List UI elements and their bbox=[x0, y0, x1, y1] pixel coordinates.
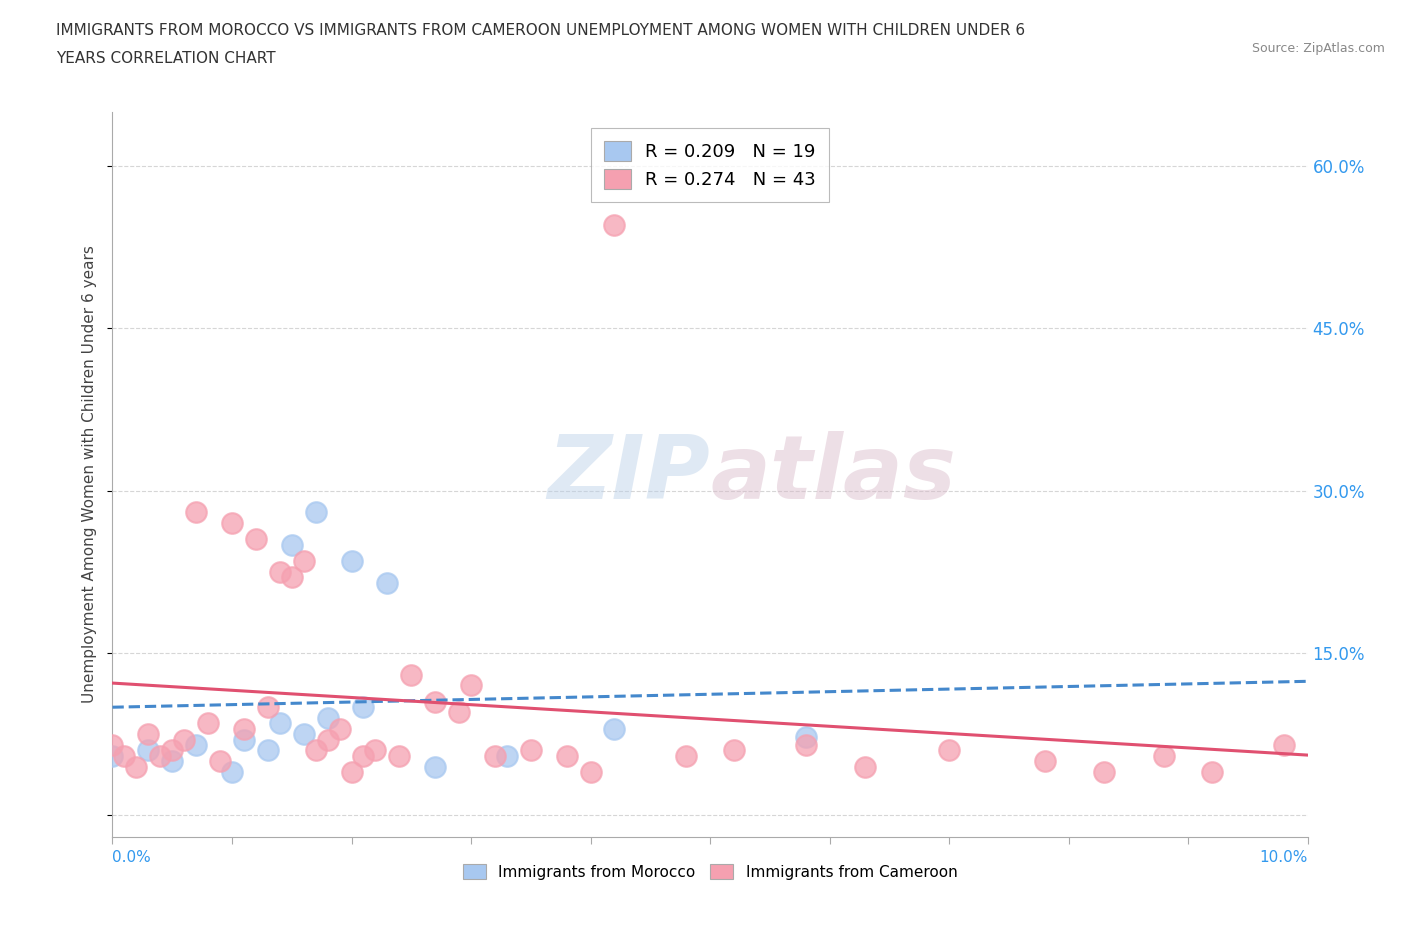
Point bbox=[484, 749, 506, 764]
Point bbox=[1094, 764, 1116, 779]
Text: YEARS CORRELATION CHART: YEARS CORRELATION CHART bbox=[56, 51, 276, 66]
Point bbox=[460, 678, 482, 693]
Point bbox=[221, 515, 243, 530]
Point bbox=[197, 716, 219, 731]
Point bbox=[316, 711, 339, 725]
Point bbox=[794, 730, 817, 745]
Point bbox=[149, 749, 172, 764]
Text: atlas: atlas bbox=[710, 431, 956, 518]
Point bbox=[794, 737, 817, 752]
Point bbox=[329, 722, 352, 737]
Point bbox=[162, 743, 183, 758]
Point bbox=[401, 667, 423, 682]
Point bbox=[101, 749, 124, 764]
Point bbox=[233, 722, 256, 737]
Point bbox=[364, 743, 387, 758]
Point bbox=[555, 749, 578, 764]
Point bbox=[353, 749, 375, 764]
Point bbox=[233, 732, 256, 747]
Point bbox=[579, 764, 602, 779]
Point bbox=[281, 538, 304, 552]
Point bbox=[425, 759, 447, 774]
Text: 0.0%: 0.0% bbox=[112, 850, 152, 865]
Point bbox=[675, 749, 697, 764]
Point bbox=[1033, 754, 1056, 769]
Point bbox=[1272, 737, 1295, 752]
Point bbox=[603, 218, 626, 232]
Point bbox=[938, 743, 960, 758]
Point bbox=[603, 722, 626, 737]
Point bbox=[340, 764, 363, 779]
Point bbox=[292, 726, 315, 741]
Point bbox=[125, 759, 148, 774]
Point bbox=[257, 743, 280, 758]
Point bbox=[449, 705, 471, 720]
Point bbox=[138, 743, 160, 758]
Point bbox=[496, 749, 519, 764]
Point bbox=[138, 726, 160, 741]
Text: 10.0%: 10.0% bbox=[1260, 850, 1308, 865]
Point bbox=[209, 754, 232, 769]
Point bbox=[520, 743, 543, 758]
Point bbox=[186, 737, 208, 752]
Point bbox=[316, 732, 339, 747]
Point bbox=[281, 570, 304, 585]
Point bbox=[269, 565, 291, 579]
Text: ZIP: ZIP bbox=[547, 431, 710, 518]
Legend: Immigrants from Morocco, Immigrants from Cameroon: Immigrants from Morocco, Immigrants from… bbox=[456, 857, 965, 887]
Point bbox=[425, 694, 447, 709]
Point bbox=[245, 532, 267, 547]
Point bbox=[101, 737, 124, 752]
Point bbox=[186, 505, 208, 520]
Point bbox=[388, 749, 411, 764]
Point bbox=[221, 764, 243, 779]
Point bbox=[353, 699, 375, 714]
Point bbox=[114, 749, 135, 764]
Point bbox=[173, 732, 195, 747]
Y-axis label: Unemployment Among Women with Children Under 6 years: Unemployment Among Women with Children U… bbox=[82, 246, 97, 703]
Point bbox=[1153, 749, 1175, 764]
Point bbox=[269, 716, 291, 731]
Point bbox=[723, 743, 745, 758]
Point bbox=[377, 575, 399, 590]
Text: Source: ZipAtlas.com: Source: ZipAtlas.com bbox=[1251, 42, 1385, 55]
Point bbox=[1201, 764, 1223, 779]
Point bbox=[257, 699, 280, 714]
Point bbox=[305, 743, 328, 758]
Point bbox=[340, 553, 363, 568]
Text: IMMIGRANTS FROM MOROCCO VS IMMIGRANTS FROM CAMEROON UNEMPLOYMENT AMONG WOMEN WIT: IMMIGRANTS FROM MOROCCO VS IMMIGRANTS FR… bbox=[56, 23, 1025, 38]
Point bbox=[305, 505, 328, 520]
Point bbox=[162, 754, 183, 769]
Point bbox=[855, 759, 877, 774]
Point bbox=[292, 553, 315, 568]
